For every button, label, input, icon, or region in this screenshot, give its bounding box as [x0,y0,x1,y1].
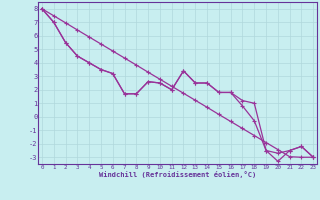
X-axis label: Windchill (Refroidissement éolien,°C): Windchill (Refroidissement éolien,°C) [99,171,256,178]
